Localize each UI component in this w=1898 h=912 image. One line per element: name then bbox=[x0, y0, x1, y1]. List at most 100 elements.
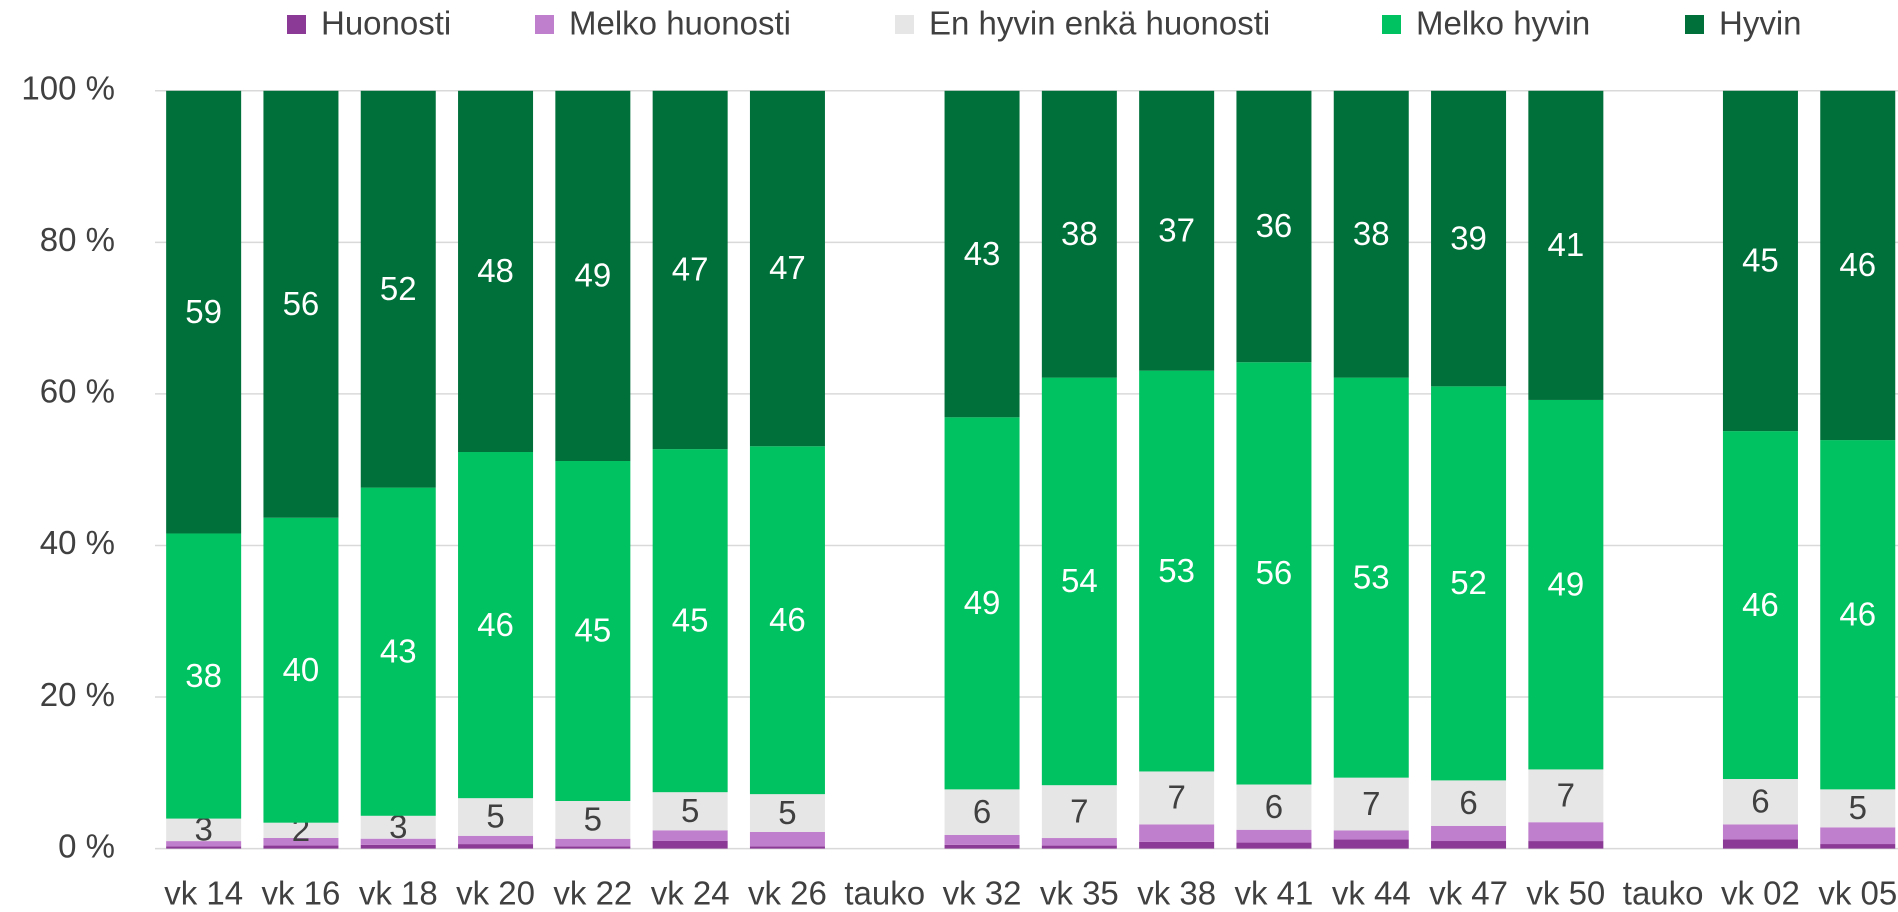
data-label: 45 bbox=[1742, 242, 1779, 279]
x-tick-label: tauko bbox=[1623, 875, 1704, 912]
legend-swatch bbox=[287, 15, 306, 34]
bar-segment bbox=[652, 792, 728, 831]
bar-segment bbox=[263, 90, 339, 518]
data-label: 43 bbox=[380, 632, 417, 669]
bar-segment bbox=[263, 517, 339, 823]
data-label: 6 bbox=[1751, 782, 1769, 819]
data-label: 47 bbox=[769, 249, 806, 286]
data-label: 3 bbox=[389, 808, 407, 845]
y-tick-label: 80 % bbox=[40, 221, 115, 258]
bar-segment bbox=[1041, 785, 1117, 839]
data-label: 56 bbox=[283, 285, 320, 322]
bar-segment bbox=[458, 835, 534, 845]
bar-segment bbox=[360, 90, 436, 488]
bar-segment bbox=[1431, 825, 1507, 842]
x-tick-label: vk 50 bbox=[1526, 875, 1605, 912]
x-tick-label: tauko bbox=[844, 875, 925, 912]
data-label: 5 bbox=[681, 792, 699, 829]
data-label: 45 bbox=[672, 601, 709, 638]
y-tick-label: 60 % bbox=[40, 373, 115, 410]
legend-swatch bbox=[895, 15, 914, 34]
legend-label: Hyvin bbox=[1719, 5, 1802, 42]
bar-segment bbox=[749, 846, 825, 849]
legend-label: Melko hyvin bbox=[1416, 5, 1590, 42]
bar-segment bbox=[1722, 90, 1798, 432]
x-tick-label: vk 18 bbox=[359, 875, 438, 912]
bar-segment bbox=[1236, 842, 1312, 849]
data-label: 39 bbox=[1450, 219, 1487, 256]
bar-segment bbox=[652, 830, 728, 841]
data-label: 38 bbox=[1061, 215, 1098, 252]
y-tick-label: 0 % bbox=[58, 827, 115, 864]
bar-segment bbox=[360, 838, 436, 845]
bar-segment bbox=[166, 818, 242, 842]
bar-segment bbox=[1528, 769, 1604, 823]
bar-segment bbox=[458, 844, 534, 849]
bar-segment bbox=[1722, 839, 1798, 849]
bar-segment bbox=[458, 798, 534, 836]
bar-segment bbox=[1041, 845, 1117, 849]
bar-segment bbox=[1528, 90, 1604, 400]
x-tick-label: vk 35 bbox=[1040, 875, 1119, 912]
x-tick-label: vk 20 bbox=[456, 875, 535, 912]
bar-segment bbox=[652, 449, 728, 793]
bar-segment bbox=[1139, 824, 1215, 842]
bar-segment bbox=[1041, 90, 1117, 378]
data-label: 6 bbox=[1459, 784, 1477, 821]
data-label: 3 bbox=[194, 811, 212, 848]
bar-segment bbox=[1722, 431, 1798, 780]
data-label: 36 bbox=[1256, 207, 1293, 244]
data-label: 46 bbox=[1742, 586, 1779, 623]
legend-swatch bbox=[535, 15, 554, 34]
legend-swatch bbox=[1382, 15, 1401, 34]
bar-segment bbox=[1139, 771, 1215, 825]
data-label: 7 bbox=[1557, 777, 1575, 814]
data-label: 53 bbox=[1353, 558, 1390, 595]
data-label: 5 bbox=[486, 798, 504, 835]
y-tick-label: 40 % bbox=[40, 524, 115, 561]
data-label: 6 bbox=[1265, 788, 1283, 825]
bar-segment bbox=[1820, 90, 1896, 441]
bar-segment bbox=[652, 90, 728, 450]
data-label: 7 bbox=[1070, 792, 1088, 829]
bar-segment bbox=[1431, 780, 1507, 826]
legend-label: Huonosti bbox=[321, 5, 451, 42]
bar-segment bbox=[166, 533, 242, 819]
data-label: 5 bbox=[584, 801, 602, 838]
bar-segment bbox=[1333, 830, 1409, 840]
data-label: 7 bbox=[1362, 785, 1380, 822]
bar-segment bbox=[944, 834, 1020, 845]
bar-segment bbox=[944, 90, 1020, 418]
bar-segment bbox=[944, 844, 1020, 849]
bar-segment bbox=[1722, 779, 1798, 825]
data-label: 46 bbox=[1839, 595, 1876, 632]
data-label: 47 bbox=[672, 251, 709, 288]
bar-segment bbox=[1820, 844, 1896, 849]
bar-segment bbox=[1528, 841, 1604, 849]
data-label: 37 bbox=[1158, 211, 1195, 248]
x-tick-label: vk 32 bbox=[943, 875, 1022, 912]
x-tick-label: vk 14 bbox=[164, 875, 243, 912]
bar-segment bbox=[1333, 90, 1409, 378]
data-label: 5 bbox=[778, 794, 796, 831]
data-label: 56 bbox=[1256, 554, 1293, 591]
data-label: 6 bbox=[973, 793, 991, 830]
bar-segment bbox=[166, 846, 242, 849]
bar-segment bbox=[1528, 399, 1604, 770]
legend-label: Melko huonosti bbox=[569, 5, 791, 42]
bar-segment bbox=[555, 838, 631, 847]
bar-segment bbox=[263, 837, 339, 846]
bar-segment bbox=[1820, 440, 1896, 790]
bar-segment bbox=[1431, 841, 1507, 849]
x-tick-label: vk 05 bbox=[1818, 875, 1897, 912]
bar-segment bbox=[944, 417, 1020, 790]
x-tick-label: vk 16 bbox=[262, 875, 341, 912]
y-tick-label: 20 % bbox=[40, 676, 115, 713]
data-label: 45 bbox=[574, 612, 611, 649]
bar-segment bbox=[749, 794, 825, 832]
x-tick-label: vk 24 bbox=[651, 875, 730, 912]
bar-segment bbox=[166, 90, 242, 534]
bar-segment bbox=[1528, 822, 1604, 842]
bar-segment bbox=[1236, 362, 1312, 785]
